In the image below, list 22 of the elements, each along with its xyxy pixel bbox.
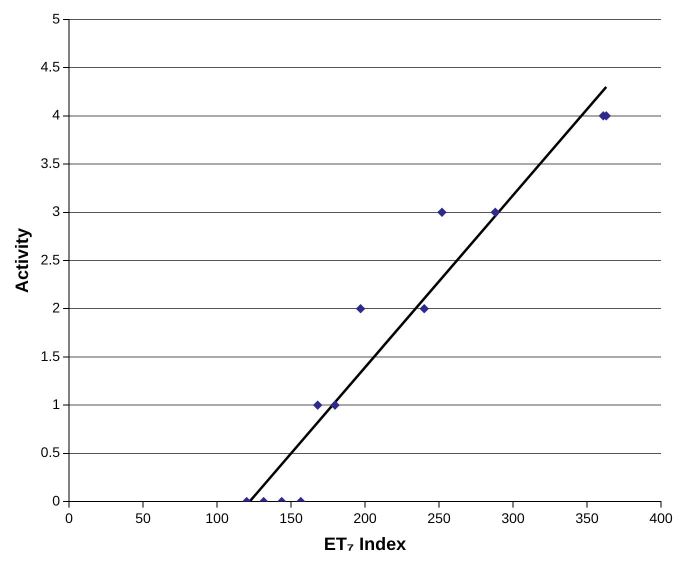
y-tick-label: 3 xyxy=(52,203,60,220)
x-tick-label: 0 xyxy=(65,510,74,526)
y-axis-title: Activity xyxy=(12,228,32,294)
x-tick-label: 50 xyxy=(135,510,152,526)
x-axis-title: ET₇ Index xyxy=(324,534,406,554)
y-tick-label: 0.5 xyxy=(40,444,60,460)
x-tick-label: 300 xyxy=(501,510,525,526)
y-tick-label: 3.5 xyxy=(40,154,60,171)
y-tick-label: 1 xyxy=(52,396,60,412)
y-tick-label: 2.5 xyxy=(40,251,60,268)
x-tick-label: 200 xyxy=(353,510,377,526)
x-tick-label: 400 xyxy=(649,510,673,526)
y-tick-label: 4.5 xyxy=(40,58,60,74)
x-tick-label: 150 xyxy=(279,510,303,526)
y-tick-label: 5 xyxy=(52,10,60,26)
x-tick-label: 250 xyxy=(427,510,451,526)
x-tick-label: 350 xyxy=(575,510,599,526)
y-tick-label: 2 xyxy=(52,300,60,316)
y-tick-label: 0 xyxy=(52,492,60,508)
y-tick-label: 1.5 xyxy=(40,348,60,364)
y-tick-label: 4 xyxy=(52,106,60,123)
x-tick-label: 100 xyxy=(205,510,229,526)
